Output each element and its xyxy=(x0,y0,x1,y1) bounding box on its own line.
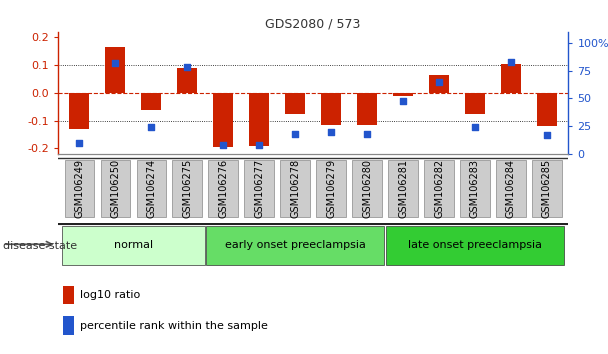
Point xyxy=(74,140,84,146)
Bar xyxy=(249,93,269,145)
Text: GSM106283: GSM106283 xyxy=(470,159,480,218)
Text: early onset preeclampsia: early onset preeclampsia xyxy=(225,240,365,250)
Text: percentile rank within the sample: percentile rank within the sample xyxy=(80,321,268,331)
Point xyxy=(147,125,156,130)
Text: GSM106285: GSM106285 xyxy=(542,159,552,218)
Text: GSM106277: GSM106277 xyxy=(254,159,264,218)
Point xyxy=(362,131,372,137)
Point xyxy=(182,64,192,70)
Text: GSM106281: GSM106281 xyxy=(398,159,408,218)
FancyBboxPatch shape xyxy=(64,160,94,217)
Bar xyxy=(537,93,557,126)
FancyBboxPatch shape xyxy=(244,160,274,217)
FancyBboxPatch shape xyxy=(206,226,384,265)
Text: GSM106280: GSM106280 xyxy=(362,159,372,218)
Title: GDS2080 / 573: GDS2080 / 573 xyxy=(266,18,361,31)
Bar xyxy=(69,93,89,129)
Bar xyxy=(63,316,74,335)
Text: GSM106276: GSM106276 xyxy=(218,159,228,218)
Text: GSM106284: GSM106284 xyxy=(506,159,516,218)
Text: GSM106275: GSM106275 xyxy=(182,159,192,218)
Point xyxy=(506,59,516,65)
Bar xyxy=(357,93,377,125)
FancyBboxPatch shape xyxy=(389,160,418,217)
FancyBboxPatch shape xyxy=(316,160,346,217)
Bar xyxy=(213,93,233,147)
Text: GSM106250: GSM106250 xyxy=(110,159,120,218)
FancyBboxPatch shape xyxy=(424,160,454,217)
Point xyxy=(254,142,264,148)
Point xyxy=(326,129,336,135)
Bar xyxy=(63,286,74,304)
Bar xyxy=(105,47,125,93)
FancyBboxPatch shape xyxy=(352,160,382,217)
Point xyxy=(542,132,552,138)
Point xyxy=(434,79,444,85)
Text: GSM106279: GSM106279 xyxy=(326,159,336,218)
Text: normal: normal xyxy=(114,240,153,250)
Point xyxy=(290,131,300,137)
Bar xyxy=(429,75,449,93)
Bar xyxy=(465,93,485,114)
Bar xyxy=(321,93,341,125)
Text: GSM106282: GSM106282 xyxy=(434,159,444,218)
Point xyxy=(470,125,480,130)
FancyBboxPatch shape xyxy=(100,160,130,217)
FancyBboxPatch shape xyxy=(280,160,310,217)
FancyBboxPatch shape xyxy=(173,160,202,217)
Text: GSM106274: GSM106274 xyxy=(147,159,156,218)
Text: log10 ratio: log10 ratio xyxy=(80,290,140,300)
Bar xyxy=(142,93,161,110)
Point xyxy=(111,60,120,66)
FancyBboxPatch shape xyxy=(137,160,166,217)
Text: disease state: disease state xyxy=(3,241,77,251)
FancyBboxPatch shape xyxy=(62,226,204,265)
FancyBboxPatch shape xyxy=(209,160,238,217)
FancyBboxPatch shape xyxy=(532,160,562,217)
Bar xyxy=(285,93,305,114)
FancyBboxPatch shape xyxy=(385,226,564,265)
Text: GSM106249: GSM106249 xyxy=(74,159,85,218)
Text: late onset preeclampsia: late onset preeclampsia xyxy=(408,240,542,250)
Point xyxy=(218,142,228,148)
Text: GSM106278: GSM106278 xyxy=(290,159,300,218)
FancyBboxPatch shape xyxy=(496,160,526,217)
Bar xyxy=(501,64,521,93)
Point xyxy=(398,98,408,103)
Bar xyxy=(178,69,197,93)
FancyBboxPatch shape xyxy=(460,160,489,217)
Bar xyxy=(393,93,413,96)
